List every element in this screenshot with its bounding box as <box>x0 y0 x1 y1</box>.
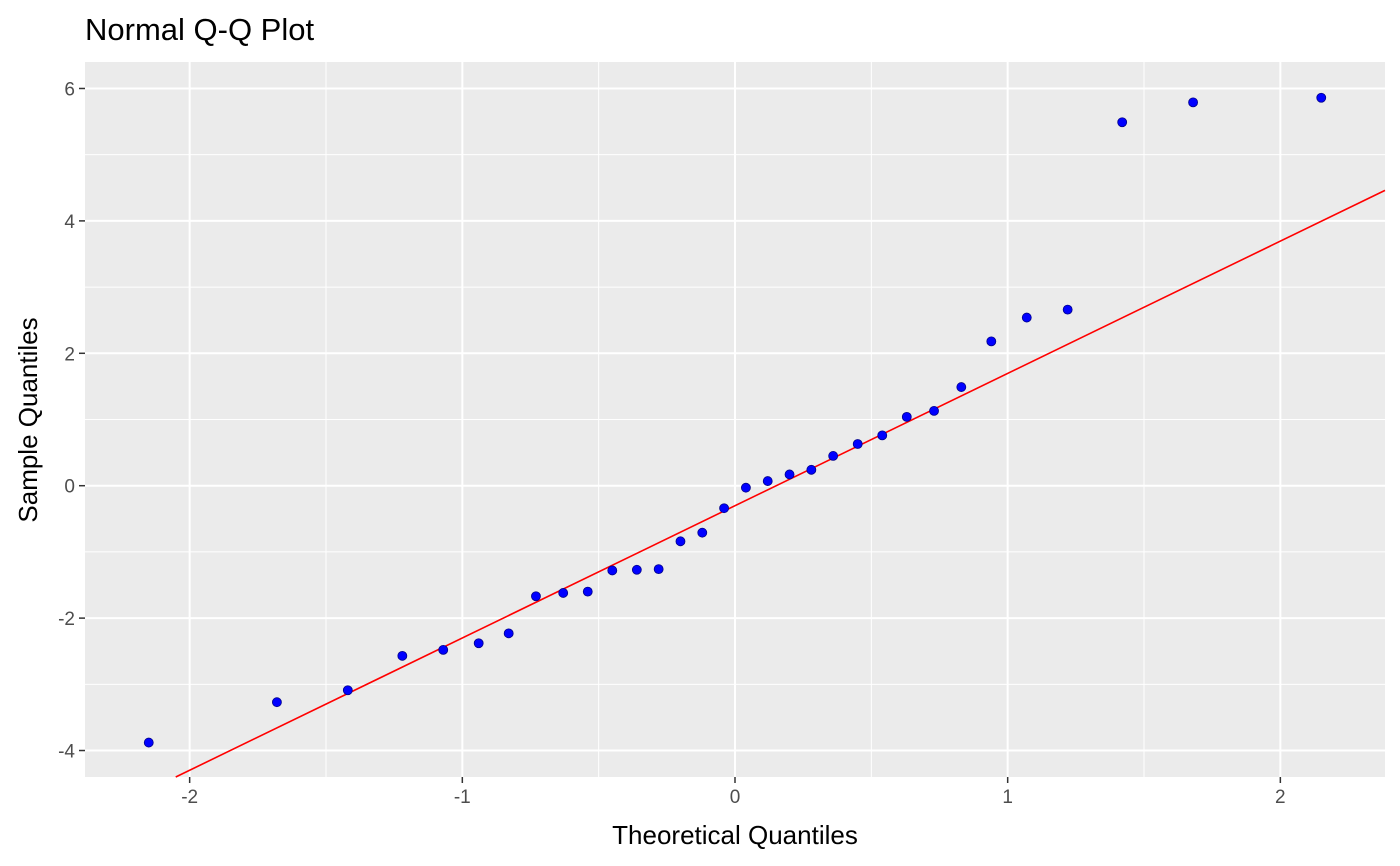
data-point <box>503 628 514 639</box>
data-point <box>653 564 664 575</box>
y-tick-label: 2 <box>64 344 75 365</box>
data-point <box>986 336 997 347</box>
x-tick-label: -2 <box>181 787 198 808</box>
data-point <box>956 382 967 392</box>
x-tick-label: 2 <box>1275 787 1286 808</box>
data-point <box>1117 117 1128 128</box>
data-point <box>929 405 939 416</box>
y-tick-label: 0 <box>64 477 75 498</box>
data-point <box>582 586 593 597</box>
data-point <box>741 482 751 493</box>
chart-title: Normal Q-Q Plot <box>85 12 314 47</box>
data-point <box>784 469 795 480</box>
data-point <box>531 591 541 602</box>
y-axis-title: Sample Quantiles <box>13 317 43 522</box>
x-tick-label: 0 <box>730 787 741 808</box>
data-point <box>901 411 912 422</box>
data-point <box>762 476 773 486</box>
x-axis-title: Theoretical Quantiles <box>612 820 858 850</box>
data-point <box>143 737 154 748</box>
data-point <box>397 650 408 661</box>
data-point <box>473 638 484 649</box>
data-point <box>1316 92 1327 103</box>
sample-points <box>143 92 1327 748</box>
data-point <box>342 685 353 696</box>
data-point <box>272 697 282 708</box>
y-tick-label: 6 <box>64 79 75 100</box>
y-tick-label: -4 <box>58 742 75 763</box>
reference-line <box>175 189 1386 778</box>
y-tick-label: -2 <box>58 609 75 630</box>
x-axis-ticks: -2 -1 0 1 2 <box>181 777 1286 808</box>
data-point <box>558 588 569 598</box>
data-point <box>719 503 729 514</box>
data-point <box>852 439 863 449</box>
data-point <box>631 564 642 575</box>
data-point <box>697 527 708 538</box>
data-point <box>438 644 449 655</box>
data-point <box>1062 304 1073 315</box>
reference-line-group <box>175 189 1386 778</box>
data-point <box>877 430 888 441</box>
y-axis-ticks: -4 -2 0 2 4 6 <box>58 79 85 763</box>
major-gridlines <box>85 62 1385 777</box>
data-point <box>1188 97 1198 108</box>
data-point <box>607 565 618 576</box>
x-tick-label: 1 <box>1002 787 1013 808</box>
y-tick-label: 4 <box>64 212 75 233</box>
data-point <box>806 464 817 475</box>
data-point <box>1021 312 1032 323</box>
data-point <box>828 451 839 461</box>
data-point <box>675 536 686 547</box>
x-tick-label: -1 <box>454 787 471 808</box>
